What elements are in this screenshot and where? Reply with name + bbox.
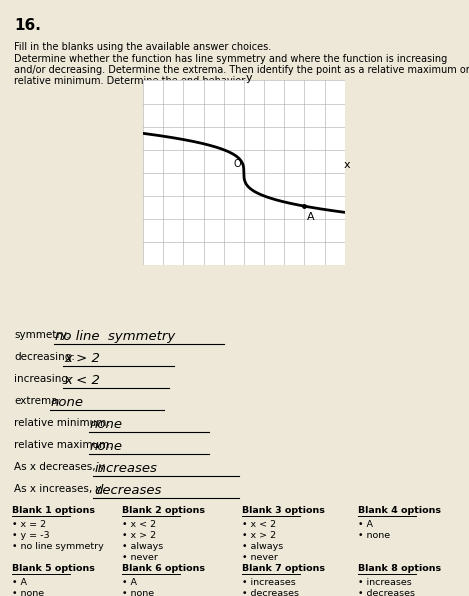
Text: and/or decreasing. Determine the extrema. Then identify the point as a relative : and/or decreasing. Determine the extrema… [14,65,469,75]
Text: • x > 2: • x > 2 [122,531,156,540]
Text: relative minimum. Determine the end behavior.: relative minimum. Determine the end beha… [14,76,247,86]
Text: decreasing:: decreasing: [14,352,75,362]
Text: Blank 4 options: Blank 4 options [358,506,441,515]
Text: 16.: 16. [14,18,41,33]
Text: Blank 2 options: Blank 2 options [122,506,205,515]
Text: • x = 2: • x = 2 [12,520,46,529]
Text: • y = -3: • y = -3 [12,531,50,540]
Text: none: none [90,440,123,453]
Text: x < 2: x < 2 [64,374,100,387]
Text: relative maximum:: relative maximum: [14,440,113,450]
Text: relative minimum:: relative minimum: [14,418,110,428]
Text: • x < 2: • x < 2 [242,520,276,529]
Text: Blank 1 options: Blank 1 options [12,506,95,515]
Text: • A: • A [122,578,137,587]
Text: As x increases, y: As x increases, y [14,484,105,494]
Text: Blank 3 options: Blank 3 options [242,506,325,515]
Text: • none: • none [122,589,154,596]
Text: • increases: • increases [242,578,296,587]
Text: increases: increases [94,462,157,475]
Text: none: none [51,396,84,409]
Text: • decreases: • decreases [242,589,299,596]
Text: increasing:: increasing: [14,374,72,384]
Text: • never: • never [122,553,158,562]
Text: O: O [233,159,241,169]
Text: none: none [90,418,123,431]
Text: • A: • A [12,578,27,587]
Text: Blank 5 options: Blank 5 options [12,564,95,573]
Text: A: A [307,212,315,222]
Text: Blank 8 options: Blank 8 options [358,564,441,573]
Text: • x < 2: • x < 2 [122,520,156,529]
Text: x > 2: x > 2 [64,352,100,365]
Text: x: x [343,160,350,170]
Text: y: y [246,73,252,83]
Text: Blank 7 options: Blank 7 options [242,564,325,573]
Text: symmetry:: symmetry: [14,330,70,340]
Text: Blank 6 options: Blank 6 options [122,564,205,573]
Text: As x decreases, y: As x decreases, y [14,462,108,472]
Text: • none: • none [12,589,44,596]
Text: • x > 2: • x > 2 [242,531,276,540]
Text: Fill in the blanks using the available answer choices.: Fill in the blanks using the available a… [14,42,271,52]
Text: extrema:: extrema: [14,396,61,406]
Text: no line  symmetry: no line symmetry [55,330,175,343]
Text: • increases: • increases [358,578,412,587]
Text: • always: • always [122,542,163,551]
Text: • never: • never [242,553,278,562]
Text: • none: • none [358,531,390,540]
Text: • A: • A [358,520,373,529]
Text: • always: • always [242,542,283,551]
Text: • decreases: • decreases [358,589,415,596]
Text: Determine whether the function has line symmetry and where the function is incre: Determine whether the function has line … [14,54,447,64]
Text: • no line symmetry: • no line symmetry [12,542,104,551]
Text: decreases: decreases [94,484,162,497]
